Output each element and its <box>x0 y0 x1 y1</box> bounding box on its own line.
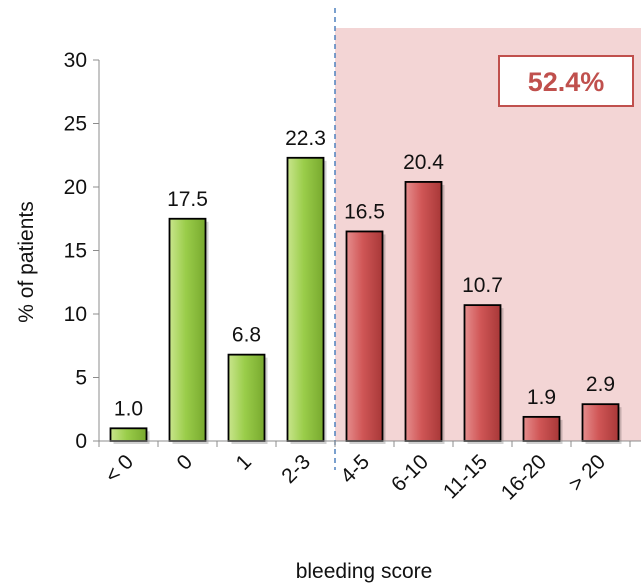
x-tick-label: 1 <box>232 450 257 475</box>
y-tick-label: 10 <box>64 303 87 326</box>
bar-20 <box>581 403 620 442</box>
y-tick-label: 30 <box>64 49 87 72</box>
bar-6-10 <box>404 181 443 442</box>
annotation-box: 52.4% <box>498 55 634 107</box>
y-tick-label: 5 <box>75 367 87 390</box>
x-tick-label: 4-5 <box>336 450 374 488</box>
data-label: 2.9 <box>586 373 615 396</box>
x-tick-label: 6-10 <box>387 450 433 496</box>
bar-0 <box>168 217 207 442</box>
x-tick-label: 0 <box>173 450 198 475</box>
y-tick-label: 20 <box>64 176 87 199</box>
bars-group <box>109 156 622 445</box>
bar-11-15 <box>463 304 502 442</box>
annotation-frame <box>498 55 634 107</box>
data-label: 1.0 <box>114 397 143 420</box>
data-label: 20.4 <box>403 151 444 174</box>
data-label: 17.5 <box>167 188 208 211</box>
x-ticks-group: < 0 0 1 2-3 4-5 6-10 11-15 16-20 > 20 <box>98 441 631 505</box>
y-tick-label: 0 <box>75 430 87 453</box>
bar-4-5 <box>345 230 384 442</box>
data-label: 22.3 <box>285 127 326 150</box>
bar-16-20 <box>522 415 561 442</box>
x-tick-label: < 0 <box>101 450 138 487</box>
annotation-text: 52.4% <box>528 67 605 97</box>
y-axis-title: % of patients <box>15 201 38 322</box>
bar-2-3 <box>286 156 325 442</box>
data-labels-group: 1.0 17.5 6.8 22.3 16.5 20.4 10.7 1.9 2.9 <box>114 127 615 421</box>
bar-1 <box>227 353 266 442</box>
data-label: 16.5 <box>344 200 385 223</box>
y-tick-label: 25 <box>64 113 87 136</box>
y-ticks-group: 0 5 10 15 20 25 30 <box>64 49 99 453</box>
bar-0 <box>109 427 148 442</box>
x-axis-title: bleeding score <box>296 560 433 583</box>
data-label: 1.9 <box>527 386 556 409</box>
x-tick-label: 16-20 <box>497 450 551 504</box>
data-label: 6.8 <box>232 324 261 347</box>
x-tick-label: 11-15 <box>439 450 492 503</box>
x-tick-label: > 20 <box>564 450 610 496</box>
y-tick-label: 15 <box>64 240 87 263</box>
data-label: 10.7 <box>462 274 503 297</box>
x-tick-label: 2-3 <box>277 450 315 488</box>
